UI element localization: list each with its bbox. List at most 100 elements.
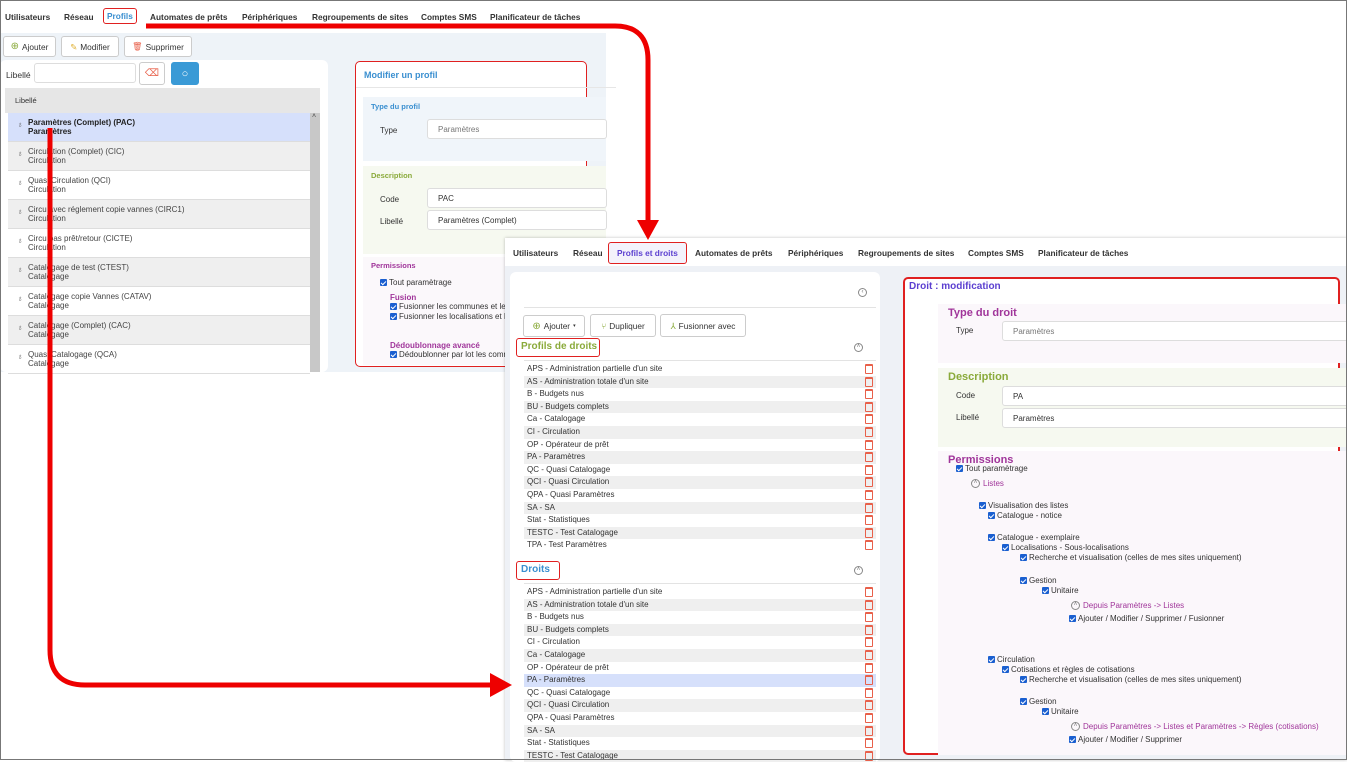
old-tab-1[interactable]: Réseau (64, 12, 94, 22)
old-tab-2[interactable]: Profils (103, 8, 137, 24)
permission-item[interactable]: Ajouter / Modifier / Supprimer (1069, 735, 1182, 745)
permission-item[interactable]: Catalogue - exemplaire (988, 533, 1080, 543)
permission-item[interactable]: Ajouter / Modifier / Supprimer / Fusionn… (1069, 614, 1224, 624)
new-tab-6[interactable]: Comptes SMS (968, 248, 1024, 258)
old-tab-6[interactable]: Comptes SMS (421, 12, 477, 22)
checkbox-checked-icon[interactable] (1002, 544, 1009, 552)
permission-item[interactable]: Gestion (1020, 576, 1057, 586)
old-tab-4[interactable]: Périphériques (242, 12, 298, 22)
profile-right-row[interactable]: SA - SA (524, 501, 876, 515)
trash-icon[interactable] (865, 624, 873, 635)
profile-right-row[interactable]: OP - Opérateur de prêt (524, 439, 876, 452)
profile-right-row[interactable]: TESTC - Test Catalogage (524, 526, 876, 540)
profile-right-row[interactable]: TPA - Test Paramètres (524, 539, 876, 552)
trash-icon[interactable] (865, 599, 873, 610)
right-row[interactable]: AS - Administration totale d'un site (524, 598, 876, 612)
checkbox-checked-icon[interactable] (390, 351, 397, 359)
permission-item[interactable]: Circulation (988, 655, 1035, 665)
add-dropdown-button[interactable]: ⊕ Ajouter ▾ (523, 315, 585, 337)
trash-icon[interactable] (865, 452, 873, 463)
code-field[interactable]: PAC (427, 188, 607, 208)
trash-icon[interactable] (865, 414, 873, 425)
checkbox-checked-icon[interactable] (1042, 708, 1049, 716)
type-field[interactable]: Paramètres (1002, 321, 1347, 341)
checkbox-checked-icon[interactable] (988, 512, 995, 520)
profile-right-row[interactable]: APS - Administration partielle d'un site (524, 363, 876, 376)
profile-right-row[interactable]: CI - Circulation (524, 426, 876, 439)
right-row[interactable]: SA - SA (524, 724, 876, 738)
new-tab-7[interactable]: Planificateur de tâches (1038, 248, 1129, 258)
checkbox-checked-icon[interactable] (1002, 666, 1009, 674)
collapse-icon[interactable]: ˄ (971, 479, 980, 489)
perm-all[interactable]: Tout paramètrage (380, 278, 452, 288)
trash-icon[interactable] (865, 650, 873, 660)
permission-item[interactable]: ˄ Depuis Paramètres -> Listes et Paramètr… (1071, 722, 1319, 732)
trash-icon[interactable] (865, 587, 873, 597)
trash-icon[interactable] (865, 376, 873, 387)
code-field[interactable]: PA (1002, 386, 1347, 406)
old-tab-5[interactable]: Regroupements de sites (312, 12, 409, 22)
right-row[interactable]: APS - Administration partielle d'un site (524, 586, 876, 599)
permission-item[interactable]: ˄ Listes (971, 479, 1004, 489)
profile-right-row[interactable]: Stat - Statistiques (524, 514, 876, 527)
libelle-field[interactable]: Paramètres (1002, 408, 1347, 428)
right-row[interactable]: BU - Budgets complets (524, 623, 876, 637)
profile-right-row[interactable]: BU - Budgets complets (524, 400, 876, 414)
duplicate-button[interactable]: ⑂ Dupliquer (590, 314, 656, 337)
profile-row[interactable]: ♁ Quasi Circulation (QCI) Circulation (8, 171, 310, 200)
trash-icon[interactable] (865, 477, 873, 488)
trash-icon[interactable] (865, 439, 873, 450)
checkbox-checked-icon[interactable] (956, 465, 963, 473)
permission-item[interactable]: Recherche et visualisation (celles de me… (1020, 675, 1242, 685)
collapse-icon[interactable]: ˄ (1071, 722, 1080, 732)
collapse-profiles-icon[interactable]: ˄ (854, 343, 863, 352)
profile-right-row[interactable]: QPA - Quasi Paramètres (524, 489, 876, 502)
right-row[interactable]: OP - Opérateur de prêt (524, 662, 876, 675)
trash-icon[interactable] (865, 738, 873, 749)
trash-icon[interactable] (865, 502, 873, 513)
libelle-field[interactable]: Paramètres (Complet) (427, 210, 607, 230)
checkbox-checked-icon[interactable] (1020, 554, 1027, 562)
checkbox-checked-icon[interactable] (1042, 587, 1049, 595)
old-tab-0[interactable]: Utilisateurs (5, 12, 51, 22)
perm-fusion-1[interactable]: Fusionner les communes et les (390, 302, 510, 312)
trash-icon[interactable] (865, 713, 873, 723)
delete-button[interactable]: 🗑 Supprimer (124, 36, 192, 57)
checkbox-checked-icon[interactable] (1020, 698, 1027, 706)
trash-icon[interactable] (865, 364, 873, 374)
trash-icon[interactable] (865, 675, 873, 686)
checkbox-checked-icon[interactable] (988, 656, 995, 664)
new-tab-2[interactable]: Profils et droits (608, 242, 687, 264)
permission-item[interactable]: Gestion (1020, 697, 1057, 707)
checkbox-checked-icon[interactable] (390, 303, 397, 311)
right-row[interactable]: Stat - Statistiques (524, 737, 876, 750)
type-field[interactable]: Paramètres (427, 119, 607, 139)
permission-item[interactable]: Tout paramètrage (956, 464, 1028, 474)
clear-filter-button[interactable]: ⌫ (139, 62, 165, 85)
perm-dedup-1[interactable]: Dédoublonner par lot les comm (390, 350, 510, 360)
permission-item[interactable]: Cotisations et règles de cotisations (1002, 665, 1135, 675)
permission-item[interactable]: Catalogue - notice (988, 511, 1062, 521)
profile-right-row[interactable]: QCI - Quasi Circulation (524, 476, 876, 489)
permission-item[interactable]: Localisations - Sous-localisations (1002, 543, 1129, 553)
trash-icon[interactable] (865, 427, 873, 437)
libelle-filter-input[interactable] (34, 63, 136, 83)
right-row[interactable]: QPA - Quasi Paramètres (524, 712, 876, 725)
perm-fusion-2[interactable]: Fusionner les localisations et les (390, 312, 514, 322)
trash-icon[interactable] (865, 687, 873, 698)
trash-icon[interactable] (865, 612, 873, 623)
new-tab-1[interactable]: Réseau (573, 248, 603, 258)
checkbox-checked-icon[interactable] (988, 534, 995, 542)
new-tab-0[interactable]: Utilisateurs (513, 248, 559, 258)
checkbox-checked-icon[interactable] (1069, 615, 1076, 623)
trash-icon[interactable] (865, 637, 873, 648)
checkbox-checked-icon[interactable] (1069, 736, 1076, 744)
permission-item[interactable]: Visualisation des listes (979, 501, 1068, 511)
checkbox-checked-icon[interactable] (1020, 577, 1027, 585)
right-row[interactable]: B - Budgets nus (524, 611, 876, 624)
trash-icon[interactable] (865, 401, 873, 412)
trash-icon[interactable] (865, 527, 873, 538)
new-tab-3[interactable]: Automates de prêts (695, 248, 773, 258)
trash-icon[interactable] (865, 725, 873, 736)
right-row[interactable]: QCI - Quasi Circulation (524, 699, 876, 712)
